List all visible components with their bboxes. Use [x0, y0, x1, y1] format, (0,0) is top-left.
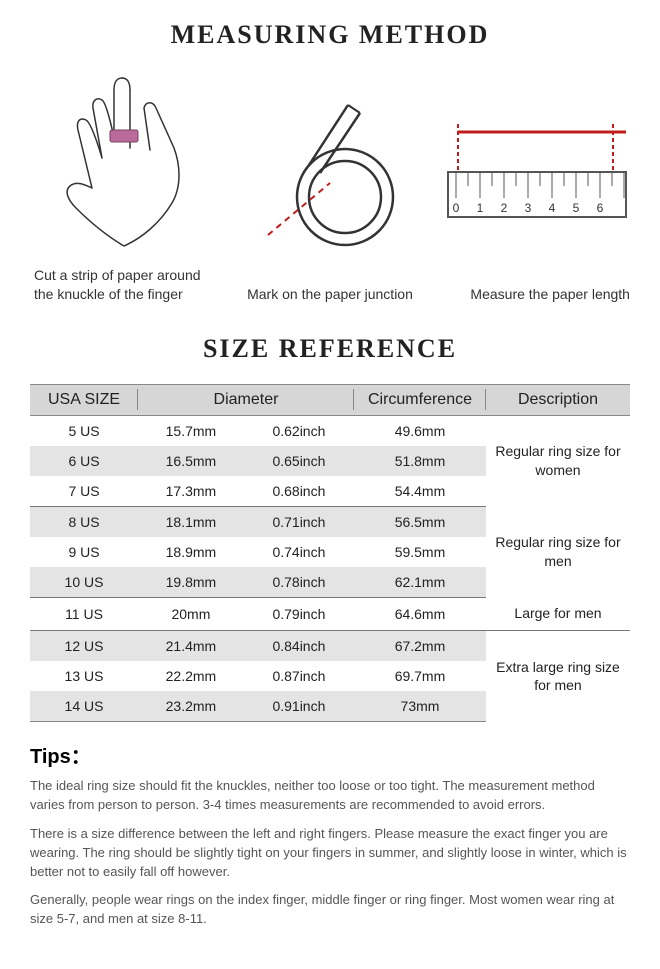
tips-body: The ideal ring size should fit the knuck…: [30, 777, 630, 929]
measuring-heading: MEASURING METHOD: [30, 20, 630, 50]
svg-text:4: 4: [549, 201, 556, 215]
method-3-caption: Measure the paper length: [437, 285, 630, 304]
method-2-caption: Mark on the paper junction: [233, 285, 426, 304]
table-row: 5 US 15.7mm 0.62inch 49.6mm Regular ring…: [30, 415, 630, 446]
method-2: Mark on the paper junction: [233, 87, 426, 304]
svg-text:2: 2: [501, 201, 508, 215]
col-description: Description: [486, 384, 630, 415]
desc-men: Regular ring size for men: [486, 506, 630, 597]
svg-text:6: 6: [597, 201, 604, 215]
table-row: 8 US 18.1mm 0.71inch 56.5mm Regular ring…: [30, 506, 630, 537]
table-row: 11 US 20mm 0.79inch 64.6mm Large for men: [30, 597, 630, 630]
ring-illustration: [233, 87, 426, 277]
svg-text:1: 1: [477, 201, 484, 215]
svg-text:3: 3: [525, 201, 532, 215]
desc-women: Regular ring size for women: [486, 415, 630, 506]
svg-text:5: 5: [573, 201, 580, 215]
size-reference-table: USA SIZE Diameter Circumference Descript…: [30, 384, 630, 722]
size-reference-heading: SIZE REFERENCE: [30, 334, 630, 364]
tips-p2: There is a size difference between the l…: [30, 825, 630, 882]
col-usa-size: USA SIZE: [30, 384, 138, 415]
svg-text:0: 0: [453, 201, 460, 215]
hand-illustration: [30, 68, 223, 258]
tips-heading: Tips：: [30, 740, 630, 769]
method-row: Cut a strip of paper around the knuckle …: [30, 68, 630, 304]
tips-p3: Generally, people wear rings on the inde…: [30, 891, 630, 929]
method-1: Cut a strip of paper around the knuckle …: [30, 68, 223, 304]
ruler-illustration: 0 1 2 3 4 5 6: [437, 87, 630, 277]
col-diameter: Diameter: [138, 384, 354, 415]
desc-xlarge: Extra large ring size for men: [486, 631, 630, 722]
desc-large: Large for men: [486, 597, 630, 630]
method-1-caption: Cut a strip of paper around the knuckle …: [30, 266, 223, 304]
method-3: 0 1 2 3 4 5 6 Measure the paper length: [437, 87, 630, 304]
tips-p1: The ideal ring size should fit the knuck…: [30, 777, 630, 815]
col-circumference: Circumference: [354, 384, 486, 415]
table-row: 12 US 21.4mm 0.84inch 67.2mm Extra large…: [30, 631, 630, 662]
